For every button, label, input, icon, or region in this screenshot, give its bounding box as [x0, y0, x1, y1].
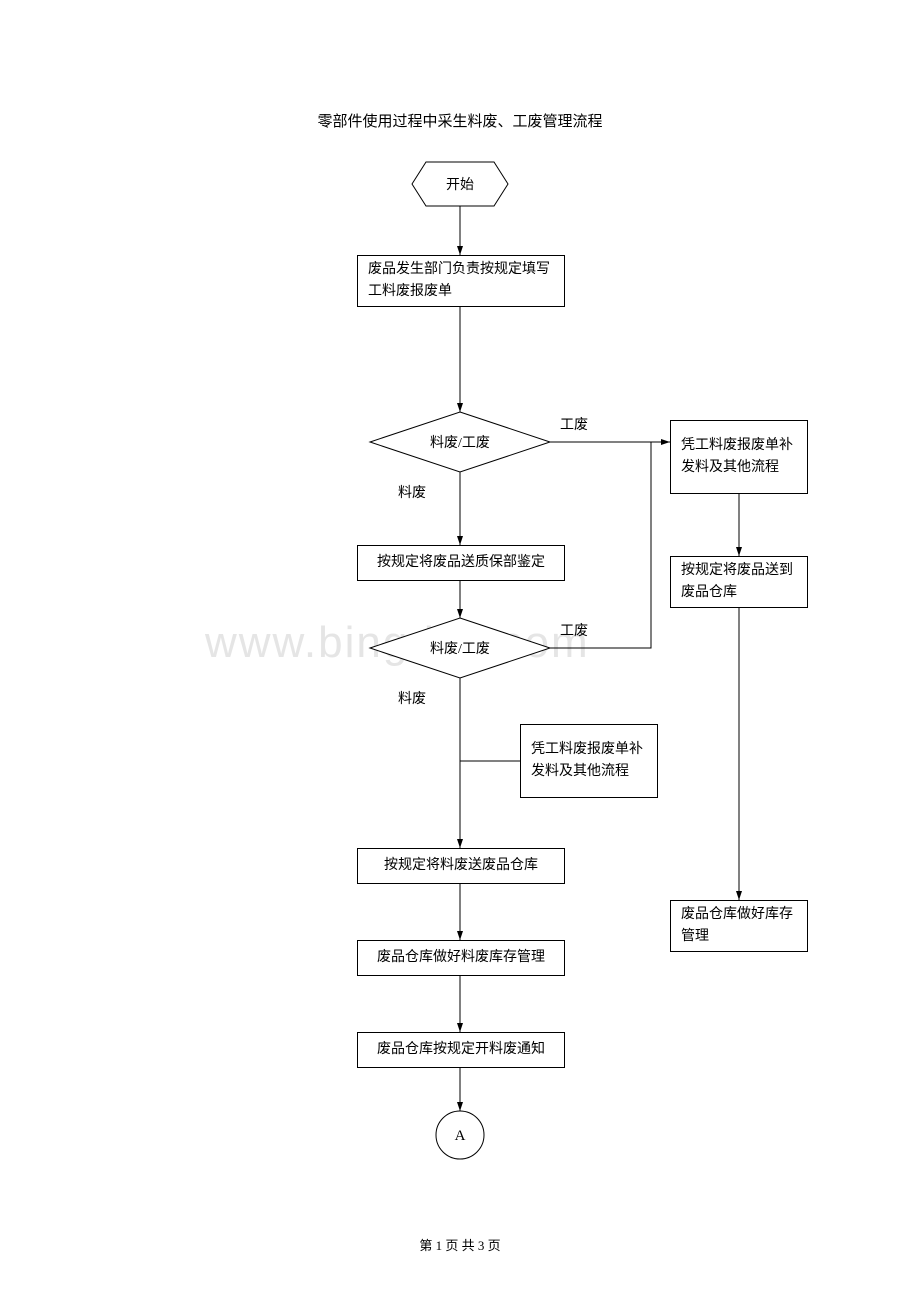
page-title: 零部件使用过程中采生料废、工废管理流程 [0, 110, 920, 131]
node-reissue-1: 凭工料废报废单补发料及其他流程 [670, 420, 808, 494]
node-send-qc: 按规定将废品送质保部鉴定 [357, 545, 565, 581]
node-warehouse-inventory: 废品仓库做好库存管理 [670, 900, 808, 952]
page-footer: 第 1 页 共 3 页 [0, 1235, 920, 1254]
label-gongfei-1: 工废 [560, 414, 588, 434]
node-send-scrap-warehouse: 按规定将废品送到废品仓库 [670, 556, 808, 608]
node-inventory-mgmt: 废品仓库做好料废库存管理 [357, 940, 565, 976]
text-conn-a: A [455, 1128, 466, 1144]
text-d2: 料废/工废 [430, 641, 490, 657]
text-d1: 料废/工废 [430, 435, 490, 451]
node-reissue-2: 凭工料废报废单补发料及其他流程 [520, 724, 658, 798]
edge-d2-join [550, 442, 651, 648]
text-start: 开始 [446, 177, 474, 193]
label-liaofei-2: 料废 [398, 688, 426, 708]
label-gongfei-2: 工废 [560, 620, 588, 640]
flowchart-canvas: www.bingdoc.com 开始 [0, 0, 920, 1302]
node-fill-form: 废品发生部门负责按规定填写工料废报废单 [357, 255, 565, 307]
flowchart-svg: 开始 料废/工废 料废/工废 A [0, 0, 920, 1302]
node-open-notice: 废品仓库按规定开料废通知 [357, 1032, 565, 1068]
label-liaofei-1: 料废 [398, 482, 426, 502]
node-send-warehouse: 按规定将料废送废品仓库 [357, 848, 565, 884]
